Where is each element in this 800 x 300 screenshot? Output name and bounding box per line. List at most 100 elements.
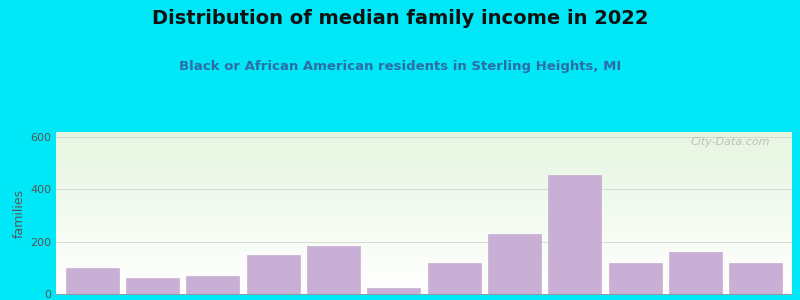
Bar <box>56 285 792 286</box>
Bar <box>56 279 792 280</box>
Bar <box>56 177 792 178</box>
Bar <box>56 161 792 162</box>
Bar <box>56 171 792 172</box>
Bar <box>56 273 792 274</box>
Bar <box>56 203 792 204</box>
Bar <box>56 136 792 137</box>
Bar <box>56 181 792 182</box>
Bar <box>56 252 792 253</box>
Bar <box>56 237 792 238</box>
Bar <box>56 266 792 267</box>
Bar <box>56 247 792 248</box>
Bar <box>56 153 792 154</box>
Bar <box>56 269 792 270</box>
Bar <box>56 220 792 221</box>
Bar <box>56 215 792 216</box>
Bar <box>56 183 792 184</box>
Bar <box>56 262 792 263</box>
Bar <box>56 287 792 288</box>
Bar <box>56 244 792 245</box>
Bar <box>56 249 792 250</box>
Bar <box>56 204 792 205</box>
Bar <box>56 236 792 237</box>
Bar <box>56 227 792 228</box>
Bar <box>56 276 792 277</box>
Bar <box>56 255 792 256</box>
Bar <box>56 233 792 234</box>
Bar <box>56 260 792 261</box>
Bar <box>56 267 792 268</box>
Bar <box>56 188 792 189</box>
Bar <box>56 214 792 215</box>
Bar <box>428 263 481 294</box>
Bar <box>56 158 792 159</box>
Bar <box>56 280 792 281</box>
Bar <box>56 137 792 138</box>
Bar <box>56 134 792 135</box>
Y-axis label: families: families <box>13 188 26 238</box>
Bar <box>307 246 360 294</box>
Bar <box>56 150 792 151</box>
Bar <box>56 282 792 283</box>
Bar <box>56 184 792 185</box>
Text: City-Data.com: City-Data.com <box>690 137 770 147</box>
Bar <box>56 170 792 171</box>
Bar <box>56 229 792 230</box>
Bar <box>56 291 792 292</box>
Bar <box>56 240 792 241</box>
Bar <box>56 196 792 197</box>
Bar <box>56 293 792 294</box>
Bar <box>56 278 792 279</box>
Bar <box>66 268 118 294</box>
Bar <box>56 238 792 239</box>
Bar <box>56 195 792 196</box>
Bar <box>56 242 792 243</box>
Bar <box>56 292 792 293</box>
Bar <box>56 211 792 212</box>
Bar <box>56 228 792 229</box>
Bar <box>56 225 792 226</box>
Bar <box>56 163 792 164</box>
Bar <box>56 149 792 150</box>
Bar <box>56 258 792 259</box>
Bar <box>56 290 792 291</box>
Bar <box>669 252 722 294</box>
Bar <box>56 274 792 275</box>
Bar <box>56 180 792 181</box>
Bar <box>246 255 300 294</box>
Bar <box>56 155 792 156</box>
Bar <box>56 157 792 158</box>
Bar <box>56 218 792 219</box>
Bar <box>367 288 420 294</box>
Bar <box>56 199 792 200</box>
Bar <box>56 173 792 174</box>
Bar <box>56 167 792 168</box>
Bar <box>56 148 792 149</box>
Bar <box>56 223 792 224</box>
Bar <box>56 145 792 146</box>
Bar <box>56 182 792 183</box>
Bar <box>56 270 792 271</box>
Bar <box>56 289 792 290</box>
Bar <box>56 187 792 188</box>
Bar <box>56 168 792 169</box>
Bar <box>56 144 792 145</box>
Bar <box>56 264 792 265</box>
Bar <box>56 224 792 225</box>
Bar <box>609 263 662 294</box>
Bar <box>56 141 792 142</box>
Bar <box>56 263 792 264</box>
Bar <box>56 254 792 255</box>
Bar <box>56 165 792 166</box>
Bar <box>56 156 792 157</box>
Bar <box>56 192 792 193</box>
Bar <box>56 139 792 140</box>
Bar <box>56 205 792 206</box>
Bar <box>56 193 792 194</box>
Bar <box>56 243 792 244</box>
Bar <box>56 154 792 155</box>
Bar <box>56 164 792 165</box>
Bar <box>56 256 792 257</box>
Bar <box>56 226 792 227</box>
Bar <box>56 201 792 202</box>
